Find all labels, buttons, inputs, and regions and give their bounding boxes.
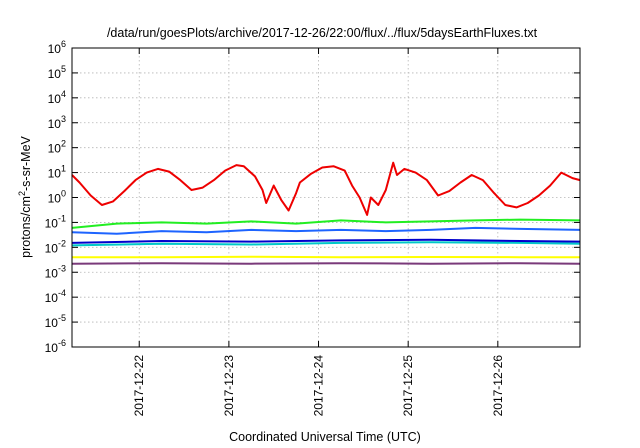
x-tick-label: 2017-12-24 [312, 355, 326, 417]
series-line-4 [71, 226, 581, 235]
y-tick-label: 103 [48, 114, 66, 131]
y-tick-label-exp: -2 [58, 238, 66, 248]
x-tick-label: 2017-12-23 [222, 355, 236, 417]
y-tick-label-exp: 0 [61, 189, 66, 199]
y-tick-label: 105 [48, 64, 66, 81]
y-tick-label: 106 [48, 39, 66, 56]
y-tick-label-exp: 2 [61, 139, 66, 149]
y-axis-label-rest: -s-sr-MeV [19, 135, 33, 191]
series-line-2 [71, 218, 581, 229]
y-tick-label-exp: 3 [61, 114, 66, 124]
y-tick-label: 10-1 [45, 213, 66, 230]
series-line-3 [71, 241, 581, 247]
y-axis-label-base: protons/cm [19, 196, 33, 258]
y-tick-label-base: 10 [45, 291, 59, 305]
y-tick-label: 101 [48, 164, 66, 181]
y-tick-label-base: 10 [45, 266, 59, 280]
y-tick-label: 10-3 [45, 263, 66, 280]
y-axis-label: protons/cm2-s-sr-MeV [17, 135, 33, 257]
chart-title: /data/run/goesPlots/archive/2017-12-26/2… [107, 26, 538, 40]
series-line-5 [71, 238, 581, 244]
y-tick-label-base: 10 [48, 42, 62, 56]
y-tick-label-base: 10 [48, 167, 62, 181]
y-tick-label-exp: 6 [61, 39, 66, 49]
y-tick-label-base: 10 [45, 316, 59, 330]
y-tick-label: 10-6 [45, 338, 66, 355]
series-line-1 [71, 161, 581, 216]
series-line-6 [72, 255, 580, 259]
y-tick-label: 10-4 [45, 288, 66, 305]
y-tick-label-exp: 1 [61, 164, 66, 174]
y-tick-label-base: 10 [45, 341, 59, 355]
y-tick-label-base: 10 [48, 117, 62, 131]
x-axis: 2017-12-22 2017-12-23 2017-12-24 2017-12-25… [132, 48, 505, 416]
series-line-7 [71, 262, 581, 265]
y-tick-label-exp: 4 [61, 89, 66, 99]
y-tick-label: 102 [48, 139, 66, 156]
y-tick-label: 100 [48, 189, 66, 206]
y-tick-label-exp: 5 [61, 64, 66, 74]
y-tick-label-base: 10 [45, 241, 59, 255]
y-axis: 10-610-510-410-310-210-11001011021031041… [45, 39, 580, 355]
y-tick-label-exp: -6 [58, 338, 66, 348]
y-tick-label-base: 10 [48, 192, 62, 206]
x-tick-label: 2017-12-22 [132, 355, 146, 417]
y-axis-label-sup: 2 [17, 191, 27, 196]
y-tick-label-exp: -1 [58, 213, 66, 223]
x-tick-label: 2017-12-25 [401, 355, 415, 417]
y-tick-label-exp: -3 [58, 263, 66, 273]
x-tick-label: 2017-12-26 [491, 355, 505, 417]
y-tick-label: 10-2 [45, 238, 66, 255]
y-tick-label: 10-5 [45, 313, 66, 330]
y-tick-label-exp: -4 [58, 288, 66, 298]
y-tick-label-base: 10 [48, 92, 62, 106]
y-tick-label: 104 [48, 89, 66, 106]
x-axis-label: Coordinated Universal Time (UTC) [229, 430, 421, 444]
y-tick-label-exp: -5 [58, 313, 66, 323]
series-layer [71, 161, 581, 265]
y-tick-label-base: 10 [48, 142, 62, 156]
y-tick-label-base: 10 [48, 67, 62, 81]
y-tick-label-base: 10 [45, 216, 59, 230]
